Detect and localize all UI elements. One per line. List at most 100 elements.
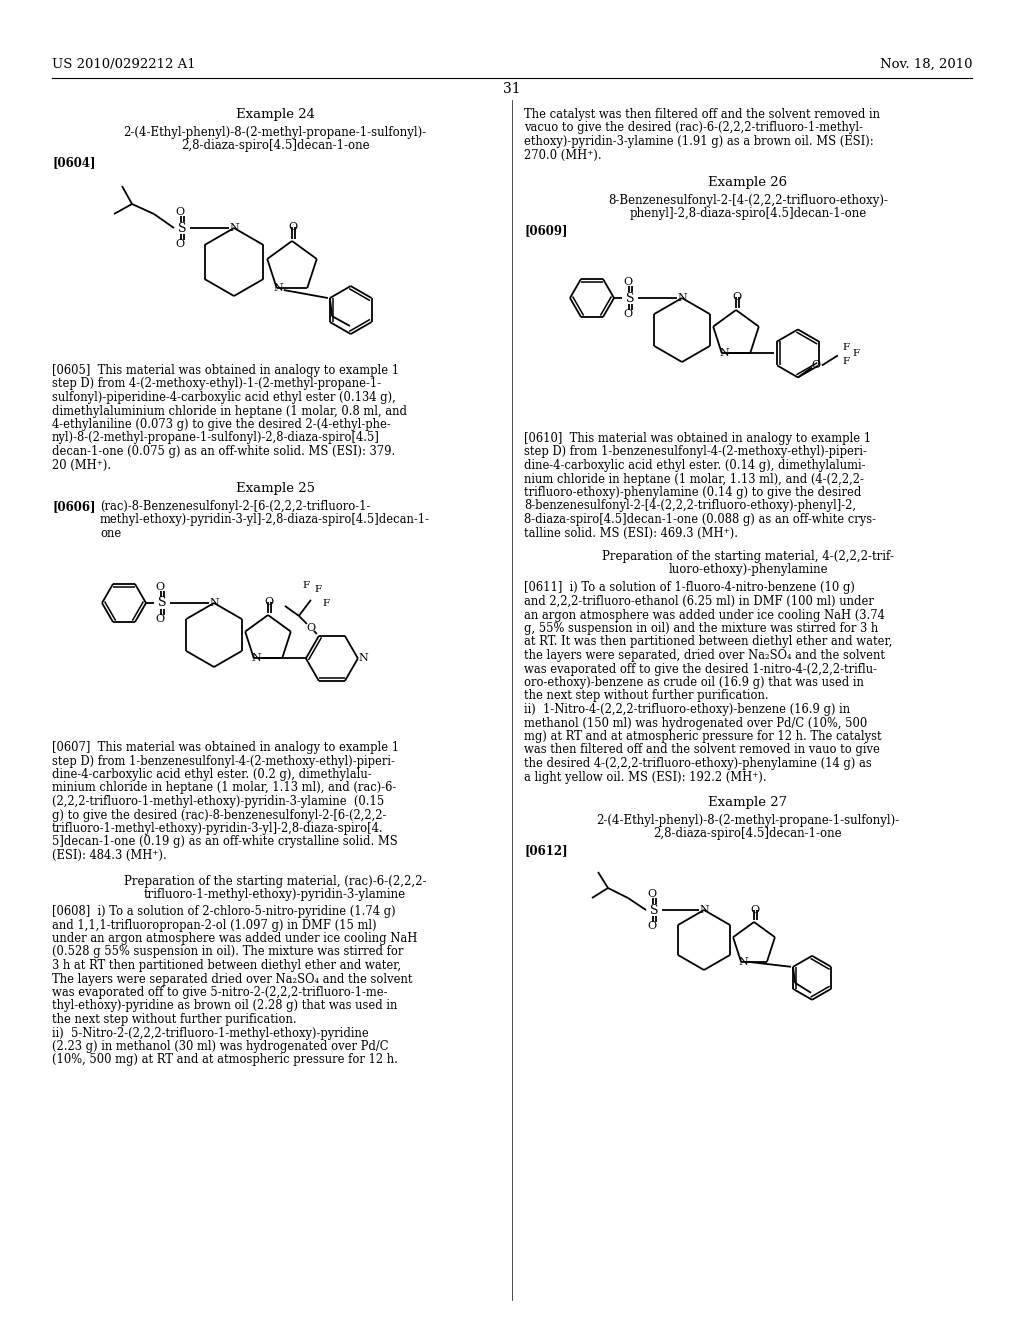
Text: an argon atmosphere was added under ice cooling NaH (3.74: an argon atmosphere was added under ice … bbox=[524, 609, 885, 622]
Text: S: S bbox=[158, 597, 166, 610]
Text: 270.0 (MH⁺).: 270.0 (MH⁺). bbox=[524, 149, 602, 161]
Text: 8-benzenesulfonyl-2-[4-(2,2,2-trifluoro-ethoxy)-phenyl]-2,: 8-benzenesulfonyl-2-[4-(2,2,2-trifluoro-… bbox=[524, 499, 856, 512]
Text: S: S bbox=[650, 903, 658, 916]
Text: one: one bbox=[100, 527, 121, 540]
Text: (rac)-8-Benzenesulfonyl-2-[6-(2,2,2-trifluoro-1-: (rac)-8-Benzenesulfonyl-2-[6-(2,2,2-trif… bbox=[100, 500, 371, 513]
Text: [0610]  This material was obtained in analogy to example 1: [0610] This material was obtained in ana… bbox=[524, 432, 871, 445]
Text: the layers were separated, dried over Na₂SO₄ and the solvent: the layers were separated, dried over Na… bbox=[524, 649, 885, 663]
Text: O: O bbox=[624, 277, 633, 286]
Text: ethoxy)-pyridin-3-ylamine (1.91 g) as a brown oil. MS (ESI):: ethoxy)-pyridin-3-ylamine (1.91 g) as a … bbox=[524, 135, 873, 148]
Text: O: O bbox=[811, 360, 820, 371]
Text: O: O bbox=[751, 906, 760, 915]
Text: the desired 4-(2,2,2-trifluoro-ethoxy)-phenylamine (14 g) as: the desired 4-(2,2,2-trifluoro-ethoxy)-p… bbox=[524, 756, 871, 770]
Text: the next step without further purification.: the next step without further purificati… bbox=[52, 1012, 297, 1026]
Text: O: O bbox=[306, 623, 315, 632]
Text: Preparation of the starting material, (rac)-6-(2,2,2-: Preparation of the starting material, (r… bbox=[124, 874, 426, 887]
Text: [0606]: [0606] bbox=[52, 500, 95, 513]
Text: (ESI): 484.3 (MH⁺).: (ESI): 484.3 (MH⁺). bbox=[52, 849, 167, 862]
Text: a light yellow oil. MS (ESI): 192.2 (MH⁺).: a light yellow oil. MS (ESI): 192.2 (MH⁺… bbox=[524, 771, 767, 784]
Text: [0604]: [0604] bbox=[52, 156, 95, 169]
Text: F: F bbox=[843, 356, 850, 366]
Text: trifluoro-1-methyl-ethoxy)-pyridin-3-ylamine: trifluoro-1-methyl-ethoxy)-pyridin-3-yla… bbox=[144, 888, 407, 902]
Text: under an argon atmosphere was added under ice cooling NaH: under an argon atmosphere was added unde… bbox=[52, 932, 418, 945]
Text: 2-(4-Ethyl-phenyl)-8-(2-methyl-propane-1-sulfonyl)-: 2-(4-Ethyl-phenyl)-8-(2-methyl-propane-1… bbox=[596, 814, 900, 828]
Text: step D) from 1-benzenesulfonyl-4-(2-methoxy-ethyl)-piperi-: step D) from 1-benzenesulfonyl-4-(2-meth… bbox=[524, 446, 867, 458]
Text: step D) from 1-benzenesulfonyl-4-(2-methoxy-ethyl)-piperi-: step D) from 1-benzenesulfonyl-4-(2-meth… bbox=[52, 755, 395, 767]
Text: N: N bbox=[251, 653, 261, 664]
Text: F: F bbox=[843, 343, 850, 352]
Text: Example 27: Example 27 bbox=[709, 796, 787, 809]
Text: trifluoro-ethoxy)-phenylamine (0.14 g) to give the desired: trifluoro-ethoxy)-phenylamine (0.14 g) t… bbox=[524, 486, 861, 499]
Text: O: O bbox=[156, 582, 165, 591]
Text: g, 55% suspension in oil) and the mixture was stirred for 3 h: g, 55% suspension in oil) and the mixtur… bbox=[524, 622, 879, 635]
Text: phenyl]-2,8-diaza-spiro[4.5]decan-1-one: phenyl]-2,8-diaza-spiro[4.5]decan-1-one bbox=[630, 207, 866, 220]
Text: 31: 31 bbox=[503, 82, 521, 96]
Text: O: O bbox=[175, 207, 184, 216]
Text: F: F bbox=[303, 581, 310, 590]
Text: ii)  1-Nitro-4-(2,2,2-trifluoro-ethoxy)-benzene (16.9 g) in: ii) 1-Nitro-4-(2,2,2-trifluoro-ethoxy)-b… bbox=[524, 704, 850, 715]
Text: 2-(4-Ethyl-phenyl)-8-(2-methyl-propane-1-sulfonyl)-: 2-(4-Ethyl-phenyl)-8-(2-methyl-propane-1… bbox=[123, 125, 427, 139]
Text: O: O bbox=[732, 292, 741, 302]
Text: 3 h at RT then partitioned between diethyl ether and water,: 3 h at RT then partitioned between dieth… bbox=[52, 960, 401, 972]
Text: O: O bbox=[264, 597, 273, 607]
Text: methanol (150 ml) was hydrogenated over Pd/C (10%, 500: methanol (150 ml) was hydrogenated over … bbox=[524, 717, 867, 730]
Text: [0605]  This material was obtained in analogy to example 1: [0605] This material was obtained in ana… bbox=[52, 364, 399, 378]
Text: dine-4-carboxylic acid ethyl ester. (0.14 g), dimethylalumi-: dine-4-carboxylic acid ethyl ester. (0.1… bbox=[524, 459, 865, 473]
Text: trifluoro-1-methyl-ethoxy)-pyridin-3-yl]-2,8-diaza-spiro[4.: trifluoro-1-methyl-ethoxy)-pyridin-3-yl]… bbox=[52, 822, 384, 836]
Text: The catalyst was then filtered off and the solvent removed in: The catalyst was then filtered off and t… bbox=[524, 108, 880, 121]
Text: O: O bbox=[647, 921, 656, 931]
Text: O: O bbox=[175, 239, 184, 249]
Text: 5]decan-1-one (0.19 g) as an off-white crystalline solid. MS: 5]decan-1-one (0.19 g) as an off-white c… bbox=[52, 836, 397, 849]
Text: talline solid. MS (ESI): 469.3 (MH⁺).: talline solid. MS (ESI): 469.3 (MH⁺). bbox=[524, 527, 738, 540]
Text: F: F bbox=[323, 599, 330, 609]
Text: Nov. 18, 2010: Nov. 18, 2010 bbox=[880, 58, 972, 71]
Text: N: N bbox=[677, 293, 687, 304]
Text: S: S bbox=[178, 222, 186, 235]
Text: (2.23 g) in methanol (30 ml) was hydrogenated over Pd/C: (2.23 g) in methanol (30 ml) was hydroge… bbox=[52, 1040, 388, 1053]
Text: US 2010/0292212 A1: US 2010/0292212 A1 bbox=[52, 58, 196, 71]
Text: luoro-ethoxy)-phenylamine: luoro-ethoxy)-phenylamine bbox=[669, 564, 827, 577]
Text: (10%, 500 mg) at RT and at atmospheric pressure for 12 h.: (10%, 500 mg) at RT and at atmospheric p… bbox=[52, 1053, 398, 1067]
Text: [0607]  This material was obtained in analogy to example 1: [0607] This material was obtained in ana… bbox=[52, 741, 399, 754]
Text: N: N bbox=[358, 653, 369, 664]
Text: at RT. It was then partitioned between diethyl ether and water,: at RT. It was then partitioned between d… bbox=[524, 635, 892, 648]
Text: sulfonyl)-piperidine-4-carboxylic acid ethyl ester (0.134 g),: sulfonyl)-piperidine-4-carboxylic acid e… bbox=[52, 391, 395, 404]
Text: (0.528 g 55% suspension in oil). The mixture was stirred for: (0.528 g 55% suspension in oil). The mix… bbox=[52, 945, 403, 958]
Text: nyl)-8-(2-methyl-propane-1-sulfonyl)-2,8-diaza-spiro[4.5]: nyl)-8-(2-methyl-propane-1-sulfonyl)-2,8… bbox=[52, 432, 380, 445]
Text: vacuo to give the desired (rac)-6-(2,2,2-trifluoro-1-methyl-: vacuo to give the desired (rac)-6-(2,2,2… bbox=[524, 121, 863, 135]
Text: nium chloride in heptane (1 molar, 1.13 ml), and (4-(2,2,2-: nium chloride in heptane (1 molar, 1.13 … bbox=[524, 473, 864, 486]
Text: [0612]: [0612] bbox=[524, 843, 567, 857]
Text: O: O bbox=[156, 614, 165, 624]
Text: 8-Benzenesulfonyl-2-[4-(2,2,2-trifluoro-ethoxy)-: 8-Benzenesulfonyl-2-[4-(2,2,2-trifluoro-… bbox=[608, 194, 888, 207]
Text: [0608]  i) To a solution of 2-chloro-5-nitro-pyridine (1.74 g): [0608] i) To a solution of 2-chloro-5-ni… bbox=[52, 906, 395, 917]
Text: 8-diaza-spiro[4.5]decan-1-one (0.088 g) as an off-white crys-: 8-diaza-spiro[4.5]decan-1-one (0.088 g) … bbox=[524, 513, 876, 525]
Text: dimethylaluminium chloride in heptane (1 molar, 0.8 ml, and: dimethylaluminium chloride in heptane (1… bbox=[52, 404, 407, 417]
Text: and 1,1,1-trifluoropropan-2-ol (1.097 g) in DMF (15 ml): and 1,1,1-trifluoropropan-2-ol (1.097 g)… bbox=[52, 919, 377, 932]
Text: step D) from 4-(2-methoxy-ethyl)-1-(2-methyl-propane-1-: step D) from 4-(2-methoxy-ethyl)-1-(2-me… bbox=[52, 378, 381, 391]
Text: 20 (MH⁺).: 20 (MH⁺). bbox=[52, 458, 112, 471]
Text: was evaporated off to give 5-nitro-2-(2,2,2-trifluoro-1-me-: was evaporated off to give 5-nitro-2-(2,… bbox=[52, 986, 387, 999]
Text: O: O bbox=[624, 309, 633, 319]
Text: O: O bbox=[647, 888, 656, 899]
Text: [0609]: [0609] bbox=[524, 224, 567, 238]
Text: decan-1-one (0.075 g) as an off-white solid. MS (ESI): 379.: decan-1-one (0.075 g) as an off-white so… bbox=[52, 445, 395, 458]
Text: was evaporated off to give the desired 1-nitro-4-(2,2,2-triflu-: was evaporated off to give the desired 1… bbox=[524, 663, 877, 676]
Text: the next step without further purification.: the next step without further purificati… bbox=[524, 689, 769, 702]
Text: N: N bbox=[699, 906, 709, 915]
Text: F: F bbox=[852, 348, 859, 358]
Text: N: N bbox=[719, 348, 729, 359]
Text: Example 24: Example 24 bbox=[236, 108, 314, 121]
Text: Example 26: Example 26 bbox=[709, 176, 787, 189]
Text: 4-ethylaniline (0.073 g) to give the desired 2-(4-ethyl-phe-: 4-ethylaniline (0.073 g) to give the des… bbox=[52, 418, 391, 432]
Text: dine-4-carboxylic acid ethyl ester. (0.2 g), dimethylalu-: dine-4-carboxylic acid ethyl ester. (0.2… bbox=[52, 768, 372, 781]
Text: S: S bbox=[626, 292, 634, 305]
Text: The layers were separated dried over Na₂SO₄ and the solvent: The layers were separated dried over Na₂… bbox=[52, 973, 413, 986]
Text: and 2,2,2-trifluoro-ethanol (6.25 ml) in DMF (100 ml) under: and 2,2,2-trifluoro-ethanol (6.25 ml) in… bbox=[524, 595, 873, 609]
Text: N: N bbox=[229, 223, 239, 234]
Text: was then filtered off and the solvent removed in vauo to give: was then filtered off and the solvent re… bbox=[524, 743, 880, 756]
Text: (2,2,2-trifluoro-1-methyl-ethoxy)-pyridin-3-ylamine  (0.15: (2,2,2-trifluoro-1-methyl-ethoxy)-pyridi… bbox=[52, 795, 384, 808]
Text: ii)  5-Nitro-2-(2,2,2-trifluoro-1-methyl-ethoxy)-pyridine: ii) 5-Nitro-2-(2,2,2-trifluoro-1-methyl-… bbox=[52, 1027, 369, 1040]
Text: N: N bbox=[738, 957, 748, 966]
Text: oro-ethoxy)-benzene as crude oil (16.9 g) that was used in: oro-ethoxy)-benzene as crude oil (16.9 g… bbox=[524, 676, 864, 689]
Text: O: O bbox=[289, 222, 298, 232]
